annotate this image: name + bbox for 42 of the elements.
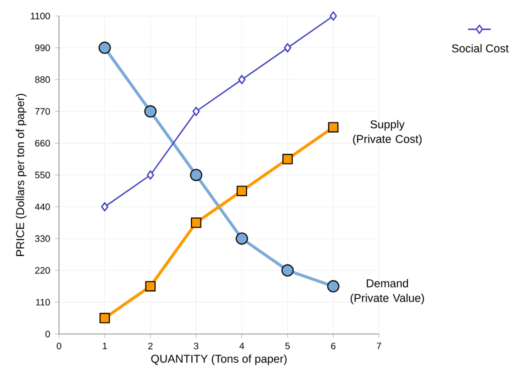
point xyxy=(100,312,110,324)
point xyxy=(282,154,293,164)
point xyxy=(330,11,337,21)
y-tick-label: 660 xyxy=(35,140,50,146)
y-tick-label: 1100 xyxy=(30,12,50,20)
x-tick-label: 2 xyxy=(148,342,153,350)
point xyxy=(145,281,156,292)
annotation: Demand (Private Value) xyxy=(350,279,424,304)
y-tick-label: 770 xyxy=(35,108,50,115)
y-tick-label: 880 xyxy=(35,76,50,83)
y-axis-title: PRICE (Dollars per ton of paper) xyxy=(16,94,26,256)
point xyxy=(327,280,340,292)
point xyxy=(238,74,246,84)
y-tick-label: 220 xyxy=(35,267,50,274)
y-tick-label: 990 xyxy=(35,44,50,52)
point xyxy=(236,232,248,245)
y-tick-label: 0 xyxy=(45,330,50,338)
point xyxy=(190,168,202,182)
y-tick-label: 550 xyxy=(35,172,50,178)
point xyxy=(190,217,202,228)
point xyxy=(101,202,108,212)
x-tick-label: 4 xyxy=(239,342,244,350)
x-tick-label: 7 xyxy=(376,342,382,350)
point xyxy=(328,122,338,132)
x-tick-label: 0 xyxy=(56,342,62,350)
x-tick-label: 6 xyxy=(331,342,336,350)
legend-label: Social Cost xyxy=(452,44,509,52)
y-tick-label: 330 xyxy=(35,235,50,242)
point xyxy=(98,42,111,54)
annotation: Supply (Private Cost) xyxy=(353,120,422,146)
x-tick-label: 1 xyxy=(102,342,107,350)
point xyxy=(192,106,200,116)
point xyxy=(146,170,154,180)
point xyxy=(281,264,294,277)
point xyxy=(284,43,292,52)
point xyxy=(144,105,157,118)
y-tick-label: 110 xyxy=(36,298,50,306)
point xyxy=(236,186,248,196)
x-axis-title: QUANTITY (Tons of paper) xyxy=(151,354,287,366)
x-tick-label: 5 xyxy=(285,342,290,350)
x-tick-label: 3 xyxy=(194,342,198,350)
y-tick-label: 440 xyxy=(34,203,50,210)
